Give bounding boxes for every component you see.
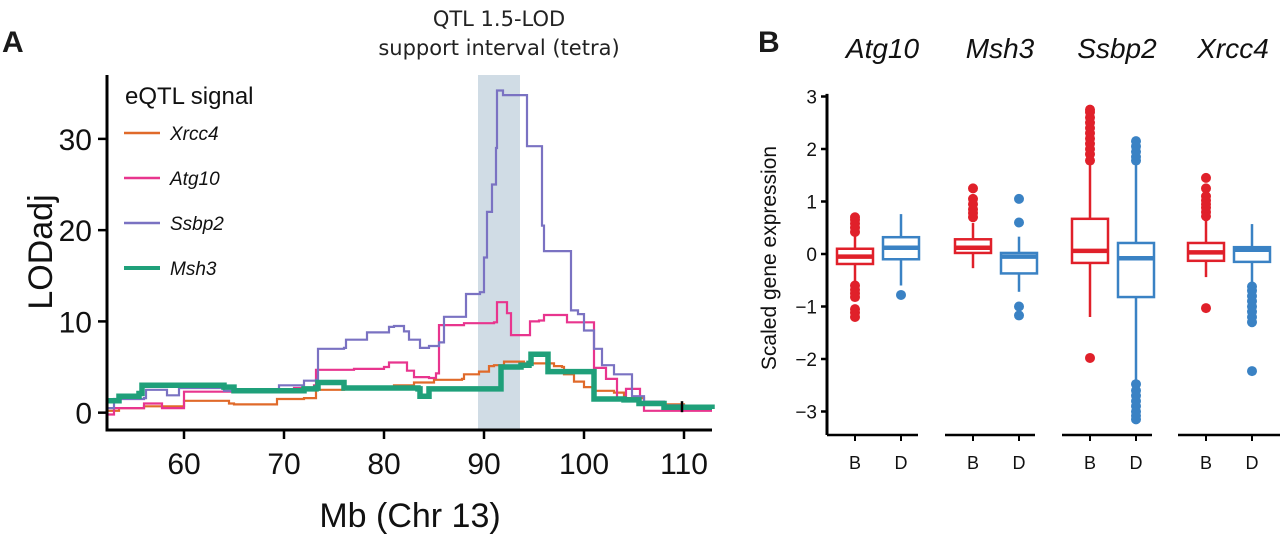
outlier-point: [1085, 352, 1095, 363]
legend-label-msh3: Msh3: [170, 259, 217, 280]
outlier-point: [1201, 303, 1211, 314]
outlier-point: [968, 193, 978, 204]
series-line-msh3: [107, 351, 715, 410]
axes-b: 3 2 1 0 −1 −2 −3: [795, 88, 829, 435]
series-line-xrcc4: [107, 360, 714, 412]
y-tick-label-b: 0: [806, 245, 817, 266]
outlier-point: [1201, 172, 1211, 183]
outlier-point: [850, 292, 860, 303]
x-tick-label: 100: [559, 448, 609, 481]
y-tick-label: 20: [59, 215, 92, 248]
outlier-point: [1014, 193, 1024, 204]
legend-label-ssbp2: Ssbp2: [170, 214, 224, 235]
x-tick-label-b: D: [1246, 453, 1259, 473]
facet-title: Ssbp2: [1077, 33, 1157, 64]
box-iqr: [1116, 241, 1156, 299]
box-ssbp2-b: [1070, 104, 1110, 363]
y-axis-title: LODadj: [22, 194, 60, 309]
x-tick-label-b: D: [895, 453, 908, 473]
y-tick-label-b: 2: [806, 140, 817, 161]
box-iqr: [1070, 217, 1110, 265]
series-group: [107, 89, 715, 416]
outlier-point: [850, 212, 860, 223]
box-atg10-d: [881, 214, 921, 300]
outlier-point: [1014, 301, 1024, 312]
outlier-point: [1247, 317, 1257, 328]
legend-label-xrcc4: Xrcc4: [169, 124, 219, 145]
panel-a-lod-plot: QTL 1.5-LOD support interval (tetra) 0 10…: [22, 7, 715, 535]
outlier-point: [896, 289, 906, 300]
panel-b-boxplots: Scaled gene expression 3 2 1 0 −1 −2 −3 Atg10 B…: [758, 33, 1280, 473]
y-tick-label-b: 3: [806, 88, 817, 109]
outlier-point: [1085, 104, 1095, 115]
legend: eQTL signal Xrcc4 Atg10 Ssbp2 Msh3: [124, 83, 254, 280]
outlier-point: [1201, 191, 1211, 202]
legend-label-atg10: Atg10: [169, 169, 220, 190]
box-msh3-d: [999, 193, 1039, 321]
x-tick-label: 70: [267, 448, 300, 481]
legend-title: eQTL signal: [125, 83, 254, 110]
y-tick-label-b: −3: [795, 403, 817, 424]
y-tick-label: 30: [59, 124, 92, 157]
x-axis-title: Mb (Chr 13): [319, 497, 500, 535]
x-tick-label-b: B: [1084, 453, 1096, 473]
y-tick-label-b: −1: [795, 298, 817, 319]
box-xrcc4-d: [1232, 224, 1272, 377]
panel-b-letter: B: [758, 26, 780, 59]
box-atg10-b: [835, 212, 875, 322]
outlier-point: [1247, 366, 1257, 377]
x-tick-label-b: D: [1130, 453, 1143, 473]
axis-lines-a: [105, 75, 712, 432]
outlier-point: [1201, 183, 1211, 194]
facet-msh3: Msh3 B D: [945, 33, 1039, 473]
box-xrcc4-b: [1186, 172, 1226, 314]
x-tick-label-b: D: [1013, 453, 1026, 473]
band-label-line2: support interval (tetra): [378, 36, 619, 60]
y-tick-label-b: 1: [806, 193, 817, 214]
facet-ssbp2: Ssbp2 B D: [1062, 33, 1157, 473]
facets: Atg10 B D Msh3 B D Ssbp2 B D Xrcc4 B D: [827, 33, 1280, 473]
x-tick-label-b: B: [967, 453, 979, 473]
facet-xrcc4: Xrcc4 B D: [1178, 33, 1280, 473]
y-tick-label: 10: [59, 306, 92, 339]
facet-title: Msh3: [966, 33, 1035, 64]
band-label-line1: QTL 1.5-LOD: [433, 7, 565, 31]
x-tick-label: 110: [660, 448, 708, 481]
outlier-point: [850, 312, 860, 322]
panel-a-letter: A: [2, 26, 24, 59]
y-tick-label-b: −2: [795, 350, 817, 371]
x-tick-label: 90: [467, 448, 500, 481]
outlier-point: [1014, 217, 1024, 228]
facet-title: Xrcc4: [1196, 33, 1269, 64]
box-msh3-b: [953, 183, 993, 269]
axes-a: 0 10 20 30 60 70 80 90 100 110: [59, 75, 712, 481]
outlier-point: [1131, 414, 1141, 425]
outlier-point: [968, 183, 978, 194]
y-tick-label: 0: [75, 398, 92, 431]
x-tick-label: 80: [367, 448, 400, 481]
y-axis-title-b: Scaled gene expression: [758, 146, 781, 370]
facet-title: Atg10: [844, 33, 920, 64]
outlier-point: [1014, 310, 1024, 321]
x-tick-label-b: B: [1200, 453, 1212, 473]
box-ssbp2-d: [1116, 136, 1156, 425]
facet-atg10: Atg10 B D: [827, 33, 921, 473]
x-tick-label-b: B: [849, 453, 861, 473]
outlier-point: [1131, 136, 1141, 147]
x-tick-label: 60: [167, 448, 200, 481]
